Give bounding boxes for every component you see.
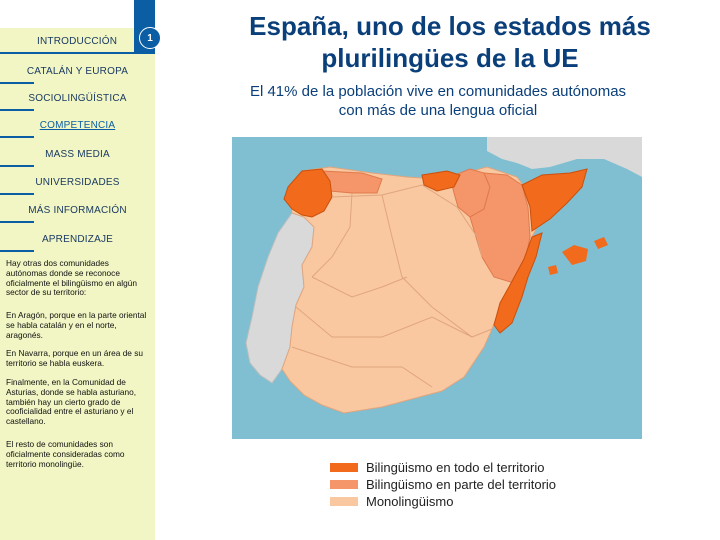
nav-separator — [0, 221, 34, 223]
legend-item: Bilingüismo en parte del territorio — [330, 477, 556, 492]
nav-separator — [0, 193, 34, 195]
info-paragraph: Hay otras dos comunidades autónomas dond… — [6, 258, 137, 298]
legend-label: Monolingüismo — [366, 494, 454, 509]
nav-mass-media[interactable]: MASS MEDIA — [45, 149, 110, 160]
nav-aprendizaje[interactable]: APRENDIZAJE — [41, 234, 114, 245]
valencia-region — [493, 232, 543, 334]
legend-label: Bilingüismo en todo el territorio — [366, 460, 545, 475]
page-subtitle: El 41% de la población vive en comunidad… — [249, 83, 627, 119]
ibiza-island — [548, 265, 558, 275]
nav-separator — [0, 109, 34, 111]
legend-item: Monolingüismo — [330, 494, 556, 509]
legend-item: Bilingüismo en todo el territorio — [330, 460, 556, 475]
page-title: España, uno de los estados más pluriling… — [249, 11, 651, 73]
sidebar-header — [0, 0, 155, 28]
nav-universidades[interactable]: UNIVERSIDADES — [35, 177, 120, 188]
nav-competencia[interactable]: COMPETENCIA — [39, 120, 116, 131]
sidebar: 1 INTRODUCCIÓN CATALÁN Y EUROPA SOCIOLIN… — [0, 0, 161, 540]
nav-separator — [0, 250, 34, 252]
legend-swatch-partial — [330, 480, 358, 489]
spain-language-map — [232, 137, 642, 439]
nav-separator — [0, 82, 34, 84]
menorca-island — [594, 237, 608, 249]
info-paragraph: Finalmente, en la Comunidad de Asturias,… — [6, 377, 137, 427]
info-paragraph: En Aragón, porque en la parte oriental s… — [6, 310, 147, 340]
nav-separator — [0, 52, 134, 54]
slide-number-badge: 1 — [139, 27, 161, 49]
nav-catalan-europa[interactable]: CATALÁN Y EUROPA — [26, 66, 129, 77]
legend-swatch-monolingual — [330, 497, 358, 506]
cataluna-region — [521, 168, 588, 232]
nav-separator — [0, 136, 34, 138]
info-paragraph: En Navarra, porque en un área de su terr… — [6, 348, 143, 368]
galicia-region — [283, 168, 333, 218]
nav-sociolinguistica[interactable]: SOCIOLINGÜÍSTICA — [28, 93, 127, 104]
nav-mas-informacion[interactable]: MÁS INFORMACIÓN — [28, 205, 127, 216]
nav-introduccion[interactable]: INTRODUCCIÓN — [37, 36, 118, 47]
france-region — [487, 137, 642, 177]
pais-vasco-region — [421, 170, 461, 192]
mallorca-island — [562, 245, 588, 265]
nav-separator — [0, 165, 34, 167]
region-borders — [291, 184, 493, 388]
legend-label: Bilingüismo en parte del territorio — [366, 477, 557, 492]
map-legend: Bilingüismo en todo el territorio Biling… — [330, 460, 556, 511]
legend-swatch-full — [330, 463, 358, 472]
info-paragraph: El resto de comunidades son oficialmente… — [6, 439, 125, 469]
